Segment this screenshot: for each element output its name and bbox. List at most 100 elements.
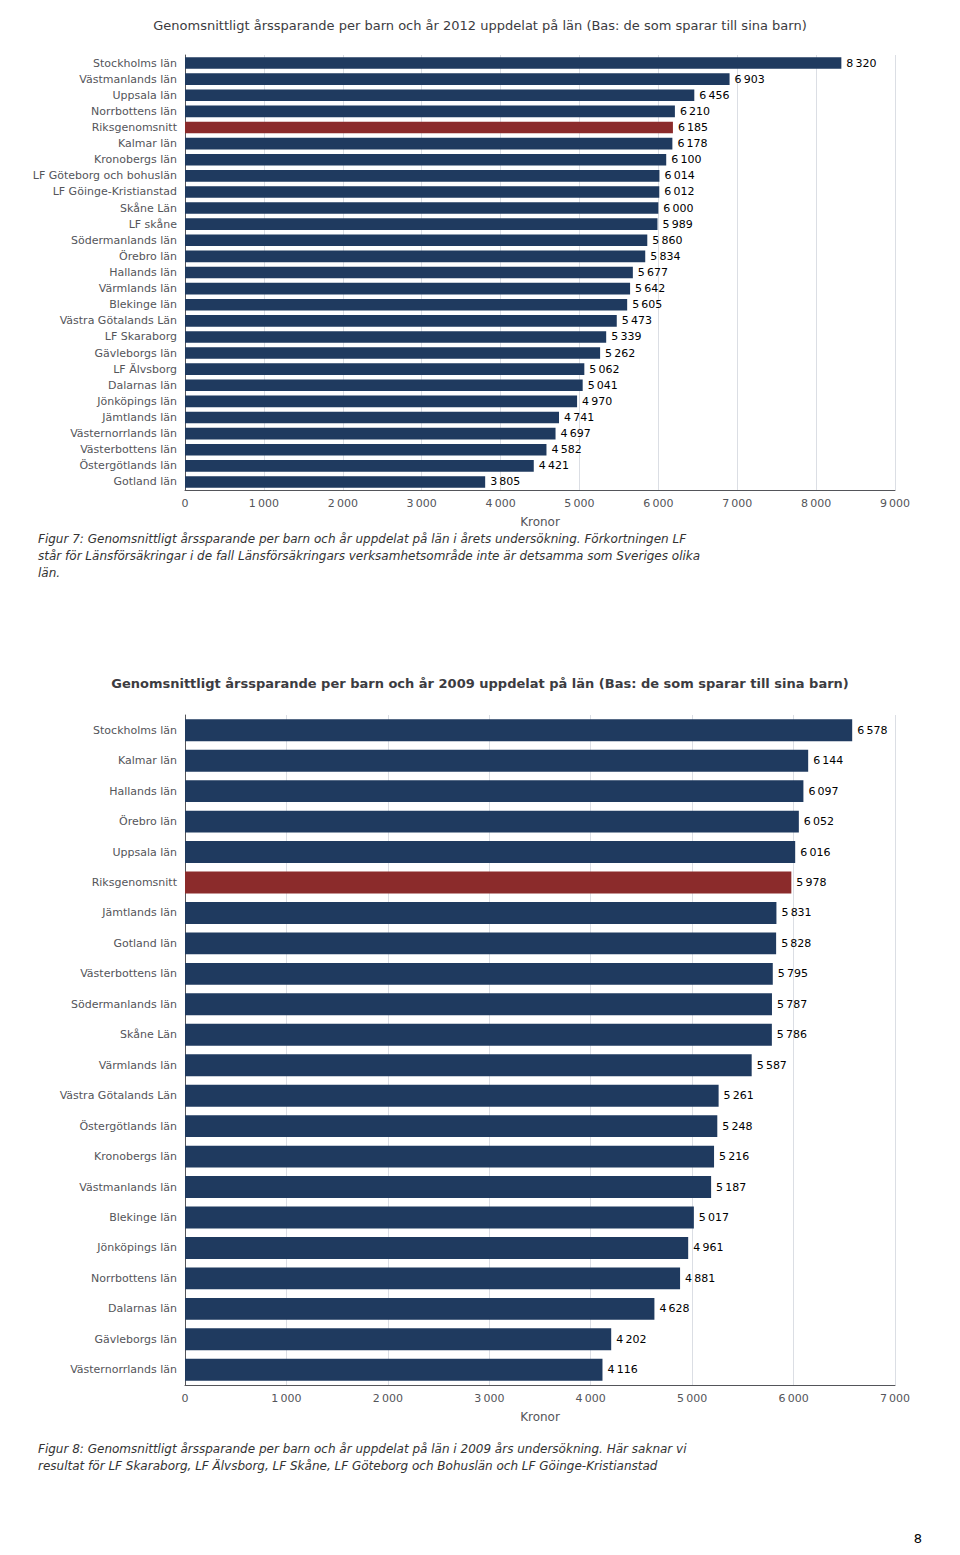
svg-text:2 000: 2 000 [328,497,358,510]
svg-text:Örebro län: Örebro län [119,815,177,828]
svg-text:4 421: 4 421 [539,459,569,472]
svg-text:Norrbottens län: Norrbottens län [91,1272,177,1285]
svg-text:Norrbottens län: Norrbottens län [91,105,177,118]
svg-text:4 970: 4 970 [582,395,612,408]
svg-text:5 860: 5 860 [652,234,682,247]
svg-text:Hallands län: Hallands län [109,785,177,798]
svg-text:Blekinge län: Blekinge län [109,298,177,311]
svg-text:Dalarnas län: Dalarnas län [108,1302,177,1315]
svg-text:1 000: 1 000 [271,1392,301,1405]
svg-text:5 989: 5 989 [662,218,692,231]
svg-text:Västernorrlands län: Västernorrlands län [70,1363,177,1376]
svg-text:6 178: 6 178 [677,137,707,150]
svg-text:LF Älvsborg: LF Älvsborg [113,363,177,376]
svg-text:5 017: 5 017 [699,1211,729,1224]
svg-text:Skåne Län: Skåne Län [120,1028,177,1041]
svg-text:Kronobergs län: Kronobergs län [94,1150,177,1163]
svg-text:6 000: 6 000 [663,202,693,215]
svg-text:5 677: 5 677 [638,266,668,279]
svg-text:6 578: 6 578 [857,724,887,737]
svg-text:står för Länsförsäkringar i de: står för Länsförsäkringar i de fall Läns… [38,549,700,563]
svg-text:5 978: 5 978 [796,876,826,889]
svg-text:6 100: 6 100 [671,153,701,166]
svg-text:4 000: 4 000 [576,1392,606,1405]
svg-text:Västra Götalands Län: Västra Götalands Län [60,314,177,327]
svg-text:4 116: 4 116 [607,1363,637,1376]
svg-text:Jönköpings län: Jönköpings län [96,1241,177,1254]
svg-text:4 881: 4 881 [685,1272,715,1285]
svg-text:6 456: 6 456 [699,89,729,102]
svg-text:6 052: 6 052 [804,815,834,828]
svg-text:3 805: 3 805 [490,475,520,488]
svg-text:5 248: 5 248 [722,1120,752,1133]
svg-text:5 834: 5 834 [650,250,680,263]
svg-text:5 000: 5 000 [677,1392,707,1405]
svg-text:6 012: 6 012 [664,185,694,198]
svg-text:8 000: 8 000 [801,497,831,510]
svg-text:Uppsala län: Uppsala län [112,89,177,102]
svg-text:6 210: 6 210 [680,105,710,118]
svg-text:Blekinge län: Blekinge län [109,1211,177,1224]
svg-text:Kalmar län: Kalmar län [118,754,177,767]
svg-text:1 000: 1 000 [249,497,279,510]
svg-text:Jönköpings län: Jönköpings län [96,395,177,408]
svg-text:Hallands län: Hallands län [109,266,177,279]
svg-text:Dalarnas län: Dalarnas län [108,379,177,392]
svg-text:Södermanlands län: Södermanlands län [71,234,177,247]
svg-text:Kronor: Kronor [520,515,560,529]
svg-text:Jämtlands län: Jämtlands län [101,906,177,919]
svg-text:4 000: 4 000 [485,497,515,510]
svg-text:5 473: 5 473 [622,314,652,327]
svg-text:5 795: 5 795 [778,967,808,980]
svg-text:5 062: 5 062 [589,363,619,376]
svg-text:Västerbottens län: Västerbottens län [80,443,177,456]
svg-text:Uppsala län: Uppsala län [112,846,177,859]
svg-text:Riksgenomsnitt: Riksgenomsnitt [92,121,178,134]
svg-text:Östergötlands län: Östergötlands län [79,1120,177,1133]
svg-text:Västra Götalands Län: Västra Götalands Län [60,1089,177,1102]
svg-text:2 000: 2 000 [373,1392,403,1405]
svg-text:LF Göinge-Kristianstad: LF Göinge-Kristianstad [53,185,177,198]
svg-text:Figur 7: Genomsnittligt årsspa: Figur 7: Genomsnittligt årssparande per … [38,532,687,546]
svg-text:0: 0 [182,497,189,510]
svg-text:4 582: 4 582 [551,443,581,456]
svg-text:6 000: 6 000 [643,497,673,510]
svg-text:6 097: 6 097 [808,785,838,798]
svg-text:Västmanlands län: Västmanlands län [79,1181,177,1194]
svg-text:LF Göteborg och bohuslän: LF Göteborg och bohuslän [33,169,177,182]
svg-text:Östergötlands län: Östergötlands län [79,459,177,472]
svg-text:Riksgenomsnitt: Riksgenomsnitt [92,876,178,889]
svg-text:4 741: 4 741 [564,411,594,424]
svg-text:0: 0 [182,1392,189,1405]
svg-text:LF Skaraborg: LF Skaraborg [105,330,177,343]
svg-text:Värmlands län: Värmlands län [99,1059,177,1072]
svg-text:3 000: 3 000 [407,497,437,510]
svg-text:Västerbottens län: Västerbottens län [80,967,177,980]
svg-text:6 144: 6 144 [813,754,843,767]
svg-text:Värmlands län: Värmlands län [99,282,177,295]
svg-text:9 000: 9 000 [880,497,910,510]
svg-text:4 628: 4 628 [659,1302,689,1315]
svg-text:Genomsnittligt årssparande per: Genomsnittligt årssparande per barn och … [153,18,807,33]
svg-text:4 961: 4 961 [693,1241,723,1254]
svg-text:Västernorrlands län: Västernorrlands län [70,427,177,440]
svg-text:5 787: 5 787 [777,998,807,1011]
svg-text:5 605: 5 605 [632,298,662,311]
svg-text:6 903: 6 903 [735,73,765,86]
svg-text:Kronobergs län: Kronobergs län [94,153,177,166]
svg-text:5 587: 5 587 [757,1059,787,1072]
svg-text:5 642: 5 642 [635,282,665,295]
svg-text:5 261: 5 261 [724,1089,754,1102]
svg-text:5 339: 5 339 [611,330,641,343]
svg-text:Stockholms län: Stockholms län [93,57,177,70]
svg-text:5 187: 5 187 [716,1181,746,1194]
svg-text:Jämtlands län: Jämtlands län [101,411,177,424]
svg-text:Skåne Län: Skåne Län [120,202,177,215]
svg-text:Gävleborgs län: Gävleborgs län [94,347,177,360]
svg-text:Genomsnittligt årssparande per: Genomsnittligt årssparande per barn och … [111,676,849,691]
svg-text:7 000: 7 000 [880,1392,910,1405]
svg-text:8: 8 [914,1531,922,1546]
svg-text:5 262: 5 262 [605,347,635,360]
svg-text:5 786: 5 786 [777,1028,807,1041]
svg-text:Kalmar län: Kalmar län [118,137,177,150]
